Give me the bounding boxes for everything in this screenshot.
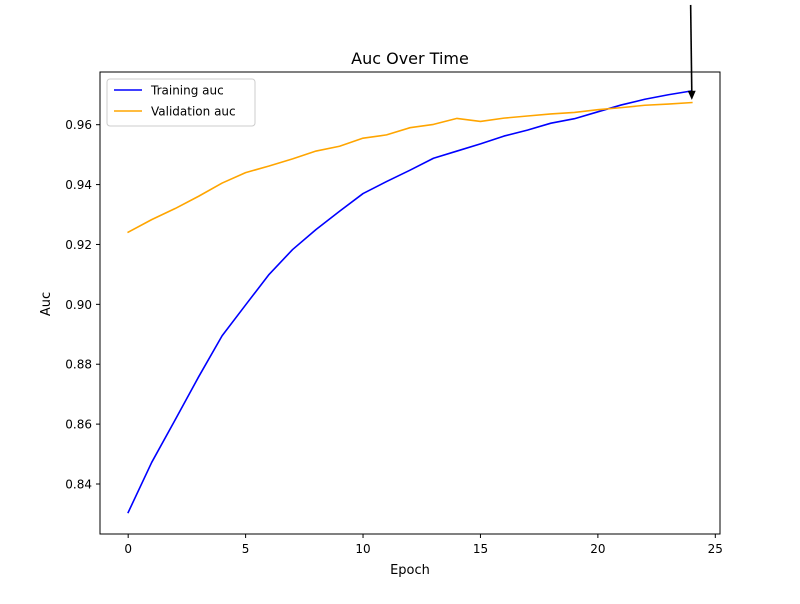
annotation-arrow-shaft — [689, 4, 693, 94]
y-tick-label: 0.86 — [65, 418, 92, 432]
x-tick-label: 0 — [124, 542, 132, 556]
axes-frame — [99, 71, 721, 535]
y-tick-label: 0.88 — [65, 358, 92, 372]
x-tick-label: 15 — [473, 542, 488, 556]
y-axis-label: Auc — [39, 292, 54, 316]
x-tick-label: 20 — [590, 542, 605, 556]
y-tick-label: 0.96 — [65, 118, 92, 132]
x-tick-label: 25 — [708, 542, 723, 556]
legend-label-training-auc: Training auc — [150, 84, 224, 98]
legend-box — [106, 78, 256, 127]
y-tick-label: 0.90 — [65, 298, 92, 312]
plot-area: 0 5 10 15 20 25 0.84 0.86 0.88 0.90 0.92 0.94 0.96 Tr… — [65, 4, 723, 556]
x-axis-label: Epoch — [390, 563, 430, 578]
x-tick-label: 10 — [355, 542, 370, 556]
x-tick-label: 5 — [242, 542, 250, 556]
y-tick-label: 0.84 — [65, 477, 92, 491]
series-line-training-auc — [127, 89, 693, 514]
chart-title: Auc Over Time — [351, 49, 469, 68]
annotation-arrow-head — [687, 90, 696, 100]
y-tick-label: 0.92 — [65, 238, 92, 252]
legend-label-validation-auc: Validation auc — [151, 105, 236, 119]
y-tick-label: 0.94 — [65, 178, 92, 192]
series-line-validation-auc — [127, 101, 693, 234]
